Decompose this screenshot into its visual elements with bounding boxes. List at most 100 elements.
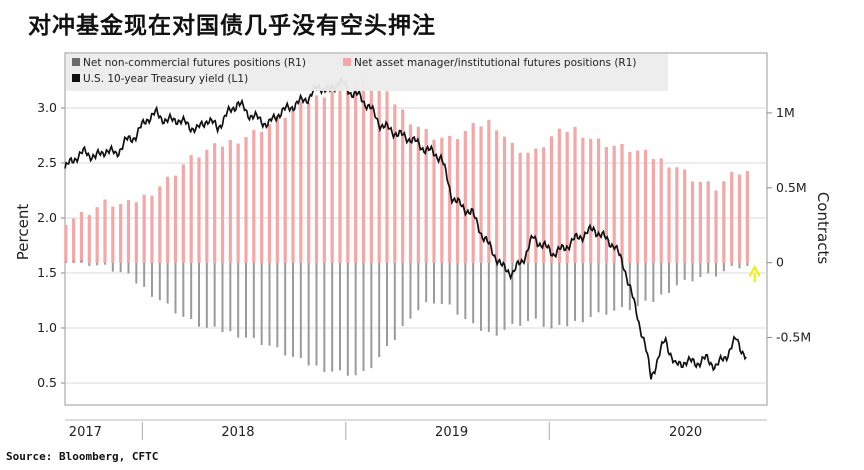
noncommercial-bar (636, 262, 639, 306)
left-tick-label: 1.0 (37, 320, 57, 335)
noncommercial-bar (566, 262, 569, 327)
institutional-bar (338, 83, 342, 263)
noncommercial-bar (111, 262, 114, 272)
institutional-bar (698, 182, 702, 263)
noncommercial-bar (621, 262, 624, 308)
noncommercial-bar (448, 262, 451, 305)
legend-background (66, 54, 668, 91)
institutional-bar (510, 142, 514, 263)
institutional-bar (628, 151, 632, 263)
institutional-bar (534, 148, 538, 263)
institutional-bar (314, 95, 319, 263)
noncommercial-bar (487, 262, 490, 332)
institutional-bar (667, 167, 671, 263)
noncommercial-bar (252, 262, 255, 338)
noncommercial-bar (715, 262, 718, 277)
institutional-bar (651, 159, 655, 263)
x-year-label: 2017 (69, 425, 102, 440)
noncommercial-bar (433, 262, 436, 304)
institutional-bar (181, 164, 185, 263)
institutional-bar (158, 186, 162, 263)
noncommercial-bar (597, 262, 600, 313)
noncommercial-bar (652, 262, 655, 302)
institutional-bar (307, 103, 311, 263)
noncommercial-bar (644, 262, 647, 301)
noncommercial-bar (190, 262, 193, 320)
noncommercial-bar (574, 262, 577, 321)
institutional-bar (557, 128, 561, 263)
institutional-bar (260, 132, 264, 263)
noncommercial-bar (174, 262, 177, 314)
noncommercial-bar (135, 262, 138, 284)
institutional-bar (495, 130, 499, 263)
institutional-bar (463, 130, 467, 263)
institutional-bar (291, 109, 295, 263)
noncommercial-bar (581, 262, 584, 323)
noncommercial-bar (80, 260, 83, 263)
institutional-bar (393, 104, 397, 263)
noncommercial-bar (527, 262, 530, 322)
noncommercial-bar (205, 262, 208, 328)
noncommercial-bar (378, 262, 381, 358)
institutional-bar (189, 155, 193, 263)
institutional-bar (72, 218, 76, 263)
institutional-bar (659, 158, 663, 263)
institutional-bar (330, 90, 334, 263)
institutional-bar (205, 149, 209, 263)
noncommercial-bar (291, 262, 294, 357)
annotations (748, 264, 761, 283)
noncommercial-bar (440, 262, 443, 305)
noncommercial-bar (675, 262, 678, 286)
institutional-bar (103, 199, 107, 263)
institutional-bar (275, 116, 279, 263)
noncommercial-bar (158, 262, 161, 301)
legend-label: U.S. 10-year Treasury yield (L1) (83, 73, 248, 85)
institutional-bar (596, 138, 601, 263)
institutional-bar (166, 176, 170, 263)
axes: 0.5 1.0 1.5 2.0 2.5 3.0 -0.5M 0 0.5M 1M Percent Con… (14, 100, 832, 440)
noncommercial-bar (229, 262, 232, 332)
legend-swatch (72, 58, 80, 66)
institutional-bar (730, 171, 734, 263)
left-tick-label: 0.5 (37, 375, 57, 390)
right-tick-label: 0.5M (776, 180, 807, 195)
noncommercial-bar (197, 262, 200, 327)
left-tick-label: 2.5 (37, 155, 57, 170)
noncommercial-bar (127, 262, 130, 274)
institutional-bar (636, 150, 640, 263)
institutional-bar (518, 152, 522, 263)
institutional-bar (737, 174, 742, 263)
noncommercial-bar (370, 262, 373, 369)
left-tick-label: 2.0 (37, 210, 57, 225)
institutional-bar (549, 136, 554, 263)
institutional-bar (87, 214, 91, 263)
institutional-bar (79, 211, 84, 263)
institutional-bar (471, 122, 475, 263)
page-title: 对冲基金现在对国债几乎没有空头押注 (28, 13, 436, 39)
institutional-bar (346, 87, 350, 263)
left-tick-label: 1.5 (37, 265, 57, 280)
noncommercial-bar (88, 262, 91, 266)
yield-line-layer (64, 76, 747, 380)
noncommercial-bar (511, 262, 514, 324)
institutional-bar (369, 89, 373, 263)
noncommercial-bar (683, 262, 686, 280)
institutional-bar (408, 124, 413, 263)
noncommercial-bar (339, 262, 342, 371)
institutional-bar (134, 202, 138, 263)
noncommercial-bar (307, 262, 310, 366)
noncommercial-bar (550, 262, 553, 329)
institutional-bar (675, 167, 679, 263)
institutional-bar (64, 224, 68, 263)
institutional-bar (267, 124, 272, 263)
noncommercial-bar (605, 262, 608, 315)
noncommercial-bar (542, 262, 545, 327)
noncommercial-bar (691, 262, 694, 282)
noncommercial-bar (503, 262, 506, 330)
noncommercial-bar (315, 262, 318, 366)
legend-label: Net non-commercial futures positions (R1… (83, 57, 306, 69)
noncommercial-bar (213, 262, 216, 327)
institutional-bar (385, 91, 389, 263)
institutional-bar (620, 143, 624, 263)
x-year-label: 2020 (669, 425, 702, 440)
